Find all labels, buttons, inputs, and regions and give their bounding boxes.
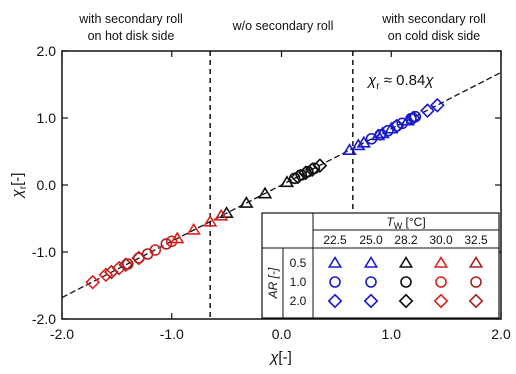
x-tick-label: -1.0	[160, 326, 184, 342]
y-axis-symbol: χ	[9, 188, 26, 199]
data-point-circle	[141, 248, 154, 260]
x-axis-unit: [-]	[278, 349, 291, 366]
region-label-right-line1: with secondary roll	[381, 12, 486, 26]
legend-temperature-label: 32.5	[464, 233, 488, 247]
x-tick-label: 1.0	[382, 326, 402, 342]
data-point-circle	[160, 238, 173, 250]
points-layer	[85, 97, 445, 290]
data-point-diamond	[312, 158, 328, 173]
legend-ar-header: AR [-]	[266, 267, 280, 299]
legend-marker-circle	[470, 276, 482, 288]
legend-marker-diamond	[398, 293, 414, 309]
data-point-circle	[390, 120, 403, 132]
x-tick-label: 0.0	[272, 326, 292, 342]
y-tick-label: -1.0	[32, 244, 56, 260]
data-point-diamond	[131, 250, 147, 266]
legend-marker-diamond	[468, 293, 484, 309]
legend-marker-circle	[400, 276, 412, 288]
legend-tw-sub: W	[394, 221, 403, 231]
legend-marker-triangle	[433, 255, 449, 268]
region-label-right-line2: on cold disk side	[388, 29, 480, 43]
legend-temperature-label: 30.0	[429, 233, 453, 247]
data-point-triangle	[279, 175, 295, 188]
legend-tw-unit: [°C]	[402, 215, 425, 229]
data-point-diamond	[298, 165, 314, 181]
x-axis-symbol: χ	[268, 349, 279, 366]
legend-marker-triangle	[363, 255, 379, 268]
y-tick-label: 2.0	[37, 43, 57, 59]
legend-ar-label: 0.5	[290, 256, 307, 270]
legend-marker-circle	[329, 276, 341, 288]
y-axis-sub: r	[18, 185, 29, 189]
y-axis-label: χr[-]	[9, 173, 29, 200]
legend-ar-label: 2.0	[290, 294, 307, 308]
data-point-triangle	[202, 214, 218, 227]
data-point-circle	[374, 128, 387, 141]
x-tick-label: 2.0	[491, 326, 511, 342]
fit-label-end: χ	[423, 72, 434, 89]
y-tick-label: -2.0	[32, 311, 56, 327]
data-point-triangle	[257, 186, 273, 199]
data-point-circle	[405, 112, 417, 125]
legend-ar-label: 1.0	[290, 275, 307, 289]
legend-marker-circle	[365, 276, 377, 288]
legend-temperature-label: 28.2	[394, 233, 418, 247]
legend-tw-symbol: T	[386, 215, 395, 229]
x-tick-label: -2.0	[50, 326, 74, 342]
data-point-triangle	[186, 222, 201, 235]
data-point-triangle	[356, 135, 371, 148]
legend-marker-diamond	[327, 293, 343, 309]
data-point-triangle	[351, 138, 366, 151]
legend-tw-header: TW [°C]	[386, 215, 425, 231]
legend-temperature-label: 25.0	[359, 233, 383, 247]
fit-label-symbol: χ	[366, 72, 377, 89]
legend-marker-diamond	[363, 293, 379, 309]
data-point-diamond	[420, 103, 435, 119]
data-point-triangle	[384, 121, 399, 134]
data-point-diamond	[98, 267, 114, 283]
region-label-middle: w/o secondary roll	[232, 19, 334, 33]
fit-label: χr ≈ 0.84χ	[366, 72, 434, 92]
region-label-left-line2: on hot disk side	[88, 29, 175, 43]
legend-marker-circle	[435, 276, 447, 288]
data-point-circle	[396, 117, 409, 130]
data-point-diamond	[429, 97, 445, 113]
x-axis-label: χ[-]	[268, 349, 292, 366]
data-point-diamond	[85, 274, 101, 290]
fit-label-mid: ≈ 0.84	[380, 72, 426, 89]
y-tick-label: 1.0	[37, 110, 57, 126]
data-point-diamond	[104, 264, 119, 280]
y-tick-label: 0.0	[37, 177, 57, 193]
data-point-circle	[165, 235, 178, 248]
legend-marker-diamond	[433, 293, 449, 309]
fit-label-sub: r	[376, 81, 380, 92]
legend-marker-triangle	[398, 255, 414, 268]
legend-marker-triangle	[468, 255, 484, 268]
legend-table: TW [°C] AR [-] 22.5 25.0 28.2 30.0 32.5 0.5 1.…	[261, 212, 500, 319]
data-point-diamond	[118, 257, 134, 273]
y-axis-unit: [-]	[9, 173, 26, 186]
data-point-triangle	[213, 208, 229, 221]
data-point-triangle	[239, 196, 254, 208]
legend-temperature-label: 22.5	[323, 233, 347, 247]
legend-marker-triangle	[327, 255, 343, 268]
region-label-left-line1: with secondary roll	[78, 12, 183, 26]
data-point-triangle	[219, 206, 234, 218]
legend-cells: 22.5 25.0 28.2 30.0 32.5 0.5 1.0 2.0	[290, 233, 488, 309]
data-point-triangle	[400, 113, 415, 126]
